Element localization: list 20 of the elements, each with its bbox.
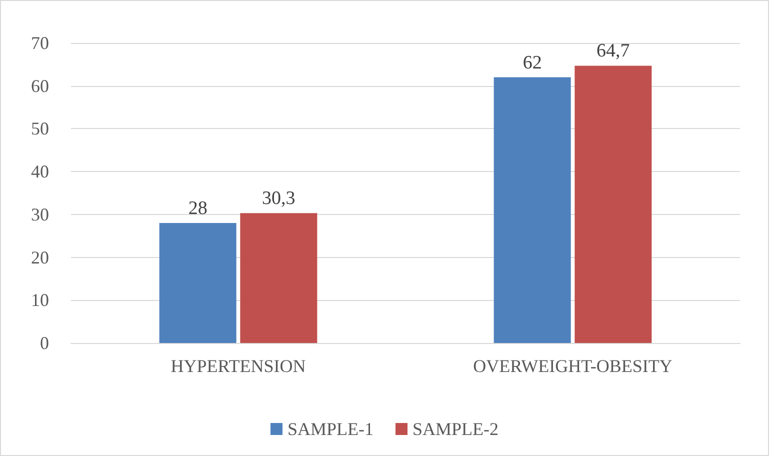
- bar: [240, 213, 318, 343]
- y-tick-label: 0: [40, 333, 49, 353]
- y-tick-label: 40: [31, 162, 49, 182]
- y-tick-label: 60: [31, 76, 49, 96]
- bar: [159, 223, 236, 343]
- y-tick-label: 10: [31, 290, 49, 310]
- bar: [494, 77, 571, 343]
- y-tick-label: 70: [31, 33, 49, 53]
- y-tick-label: 20: [31, 247, 49, 268]
- x-tick-label: HYPERTENSION: [170, 356, 306, 376]
- data-label: 62: [522, 52, 542, 74]
- y-tick-label: 50: [31, 118, 49, 139]
- bar: [574, 66, 652, 343]
- y-tick-label: 30: [31, 204, 49, 224]
- legend-label: SAMPLE-2: [412, 419, 499, 439]
- data-label: 64,7: [596, 40, 630, 62]
- data-label: 30,3: [262, 188, 296, 210]
- x-tick-label: OVERWEIGHT-OBESITY: [473, 356, 672, 376]
- data-label: 28: [188, 198, 208, 219]
- legend-label: SAMPLE-1: [287, 419, 374, 439]
